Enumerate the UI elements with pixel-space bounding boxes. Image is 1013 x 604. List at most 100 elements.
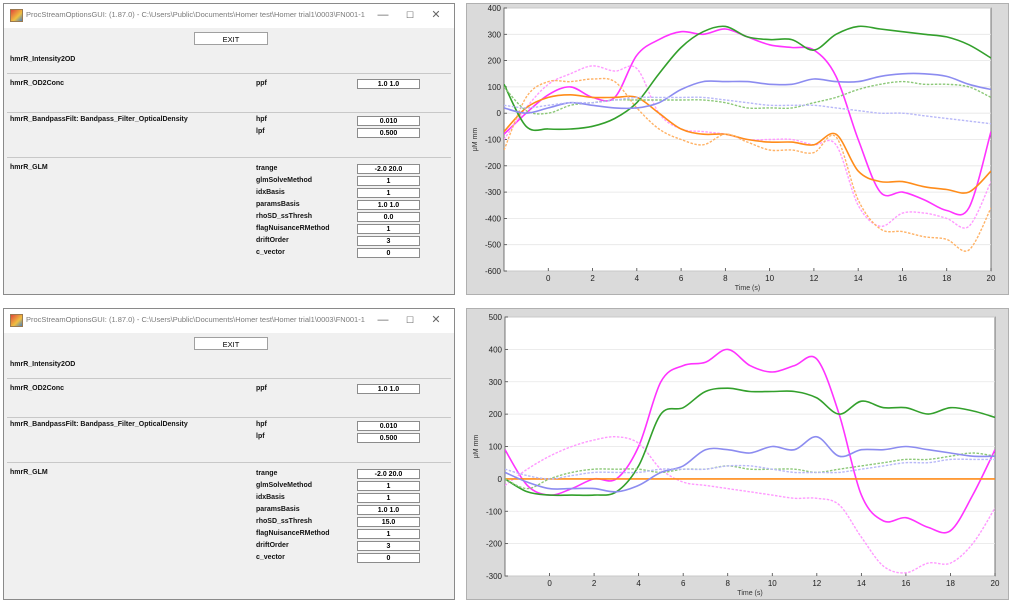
param-value-hpf[interactable]: 0.010 (357, 116, 420, 126)
y-tick-label: -300 (486, 572, 503, 581)
y-tick-label: -100 (485, 136, 502, 145)
param-label-driftorder: driftOrder (256, 542, 289, 549)
title-bar: ProcStreamOptionsGUI: (1.87.0) - C:\User… (4, 4, 454, 28)
x-tick-label: 14 (854, 274, 863, 283)
exit-button[interactable]: EXIT (194, 337, 268, 350)
param-label-flagnuisancermethod: flagNuisanceRMethod (256, 225, 330, 232)
proc-stream-options-window-1: ProcStreamOptionsGUI: (1.87.0) - C:\User… (3, 3, 455, 295)
y-tick-label: 200 (488, 57, 502, 66)
y-tick-label: 300 (489, 378, 503, 387)
param-value-hpf[interactable]: 0.010 (357, 421, 420, 431)
y-tick-label: -100 (486, 507, 503, 516)
x-tick-label: 2 (592, 579, 597, 588)
y-tick-label: 100 (489, 443, 503, 452)
x-tick-label: 16 (901, 579, 910, 588)
function-name-glm: hmrR_GLM (10, 469, 48, 476)
y-tick-label: 0 (497, 109, 502, 118)
exit-button[interactable]: EXIT (194, 32, 268, 45)
x-tick-label: 14 (857, 579, 866, 588)
param-label-trange: trange (256, 470, 278, 477)
param-value-idxbasis[interactable]: 1 (357, 188, 420, 198)
y-tick-label: 0 (498, 475, 503, 484)
x-tick-label: 4 (635, 274, 640, 283)
param-label-rhosd-ssthresh: rhoSD_ssThresh (256, 518, 313, 525)
param-value-c-vector[interactable]: 0 (357, 553, 420, 563)
x-axis-label: Time (s) (735, 285, 760, 292)
y-axis-label: μM mm (473, 435, 480, 459)
x-tick-label: 12 (812, 579, 821, 588)
param-value-lpf[interactable]: 0.500 (357, 433, 420, 443)
x-tick-label: 8 (723, 274, 728, 283)
section-divider (7, 378, 451, 379)
close-icon[interactable]: ✕ (431, 314, 441, 326)
param-value-c-vector[interactable]: 0 (357, 248, 420, 258)
x-tick-label: 10 (768, 579, 777, 588)
minimize-icon[interactable]: — (377, 9, 389, 21)
param-label-paramsbasis: paramsBasis (256, 506, 300, 513)
section-divider (7, 73, 451, 74)
param-value-driftorder[interactable]: 3 (357, 541, 420, 551)
maximize-icon[interactable]: ☐ (405, 10, 415, 20)
section-divider (7, 417, 451, 418)
x-tick-label: 8 (726, 579, 731, 588)
function-name-bandpassfilt: hmrR_BandpassFilt: Bandpass_Filter_Optic… (10, 421, 188, 428)
series-line-4 (505, 452, 995, 490)
param-value-glmsolvemethod[interactable]: 1 (357, 176, 420, 186)
y-tick-label: -600 (485, 267, 502, 276)
param-value-rhosd-ssthresh[interactable]: 0.0 (357, 212, 420, 222)
y-tick-label: 300 (488, 30, 502, 39)
param-value-paramsbasis[interactable]: 1.0 1.0 (357, 200, 420, 210)
minimize-icon[interactable]: — (377, 314, 389, 326)
param-value-lpf[interactable]: 0.500 (357, 128, 420, 138)
param-label-trange: trange (256, 165, 278, 172)
param-label-glmsolvemethod: glmSolveMethod (256, 482, 313, 489)
hrf-plot-svg-1: -600 -500 -400 -300 -200 -100 0 100 200 300 400 0 2 4… (472, 4, 996, 292)
param-label-c-vector: c_vector (256, 249, 285, 256)
hrf-plot-svg-2: -300 -200 -100 0 100 200 300 400 500 0 2 4 6 8 10 12 14 1… (473, 313, 1000, 597)
window-title: ProcStreamOptionsGUI: (1.87.0) - C:\User… (26, 10, 365, 19)
x-tick-label: 12 (809, 274, 818, 283)
maximize-icon[interactable]: ☐ (405, 315, 415, 325)
series-line-4 (504, 25, 991, 132)
series-group (505, 348, 995, 574)
param-value-trange[interactable]: -2.0 20.0 (357, 164, 420, 174)
hrf-plot-1: -600 -500 -400 -300 -200 -100 0 100 200 300 400 0 2 4… (466, 3, 1009, 295)
x-tick-label: 10 (765, 274, 774, 283)
series-group (504, 25, 991, 252)
series-line-3 (504, 77, 991, 252)
series-line-3 (505, 387, 995, 497)
param-value-flagnuisancermethod[interactable]: 1 (357, 224, 420, 234)
param-value-trange[interactable]: -2.0 20.0 (357, 469, 420, 479)
param-label-c-vector: c_vector (256, 554, 285, 561)
x-tick-label: 16 (898, 274, 907, 283)
y-tick-label: -200 (486, 540, 503, 549)
y-tick-label: 500 (489, 313, 503, 322)
param-value-glmsolvemethod[interactable]: 1 (357, 481, 420, 491)
series-line-2 (504, 93, 991, 194)
y-tick-label: 400 (488, 4, 502, 13)
x-tick-label: 18 (942, 274, 951, 283)
param-label-paramsbasis: paramsBasis (256, 201, 300, 208)
matlab-app-icon (10, 314, 23, 327)
param-value-flagnuisancermethod[interactable]: 1 (357, 529, 420, 539)
x-tick-label: 0 (546, 274, 551, 283)
param-value-ppf[interactable]: 1.0 1.0 (357, 79, 420, 89)
function-name-od2conc: hmrR_OD2Conc (10, 385, 65, 392)
param-value-ppf[interactable]: 1.0 1.0 (357, 384, 420, 394)
param-value-idxbasis[interactable]: 1 (357, 493, 420, 503)
param-label-hpf: hpf (256, 421, 267, 428)
function-name-bandpassfilt: hmrR_BandpassFilt: Bandpass_Filter_Optic… (10, 116, 188, 123)
series-line-5 (504, 80, 991, 115)
close-icon[interactable]: ✕ (431, 9, 441, 21)
param-label-lpf: lpf (256, 433, 265, 440)
param-value-rhosd-ssthresh[interactable]: 15.0 (357, 517, 420, 527)
y-tick-label: 200 (489, 410, 503, 419)
series-line-1 (504, 65, 991, 229)
param-value-driftorder[interactable]: 3 (357, 236, 420, 246)
function-name-intensity2od: hmrR_Intensity2OD (10, 361, 76, 368)
section-divider (7, 157, 451, 158)
param-value-paramsbasis[interactable]: 1.0 1.0 (357, 505, 420, 515)
series-line-0 (505, 348, 995, 534)
series-line-6 (505, 458, 995, 480)
window-title: ProcStreamOptionsGUI: (1.87.0) - C:\User… (26, 315, 365, 324)
